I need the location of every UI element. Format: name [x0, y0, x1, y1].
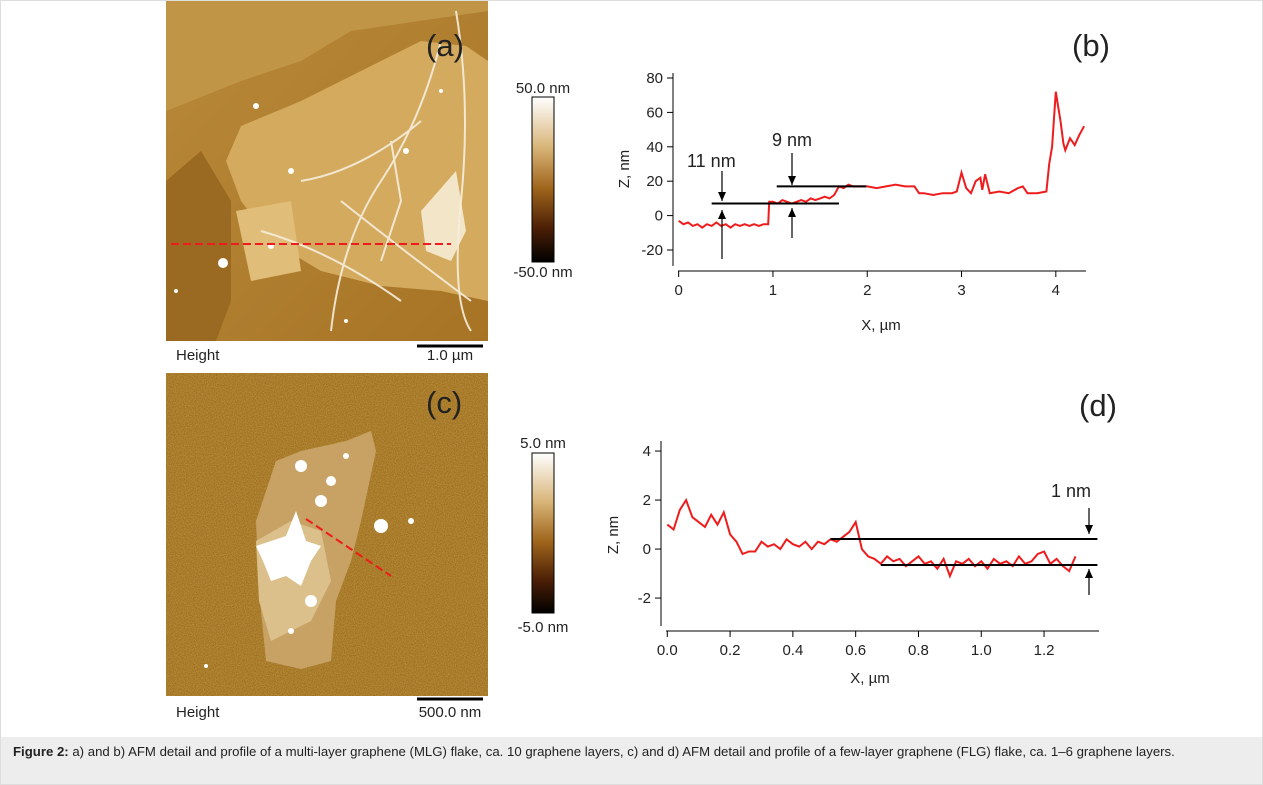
- channel-label: Height: [176, 704, 220, 721]
- figure-panels: (a) (c) Height Height 1.0 µm 500.0 nm 50…: [166, 1, 1117, 721]
- scale-bar-label: 1.0 µm: [427, 347, 473, 364]
- afm-image-a: [166, 1, 488, 341]
- caption-text: a) and b) AFM detail and profile of a mu…: [68, 744, 1175, 759]
- y-axis-title: Z, nm: [616, 150, 633, 188]
- colorbar: [531, 96, 555, 263]
- y-axis-title: Z, nm: [605, 516, 622, 554]
- y-tick-label: 40: [646, 139, 663, 156]
- arrow-head: [788, 176, 796, 185]
- x-axis-title: X, µm: [861, 317, 900, 334]
- x-tick-label: 0.4: [782, 642, 803, 659]
- channel-label: Height: [176, 347, 220, 364]
- x-tick-label: 0.2: [720, 642, 741, 659]
- panel-label: (c): [426, 385, 462, 420]
- colorbar-max: 50.0 nm: [516, 80, 570, 97]
- x-axis-title: X, µm: [850, 670, 889, 687]
- x-tick-label: 0: [674, 282, 682, 299]
- y-tick-label: 4: [643, 443, 651, 460]
- arrow-head: [1085, 569, 1093, 578]
- y-tick-label: 60: [646, 104, 663, 121]
- colorbar-min: -5.0 nm: [518, 619, 569, 636]
- x-tick-label: 2: [863, 282, 871, 299]
- colorbar: [531, 452, 555, 614]
- y-tick-label: 0: [655, 208, 663, 225]
- x-tick-label: 0.8: [908, 642, 929, 659]
- x-tick-label: 3: [957, 282, 965, 299]
- arrow-head: [1085, 525, 1093, 534]
- arrow-head: [718, 192, 726, 201]
- colorbar-min: -50.0 nm: [513, 264, 572, 281]
- arrow-head: [788, 208, 796, 217]
- panel-label: (b): [1072, 28, 1110, 63]
- profile-line: [666, 497, 1077, 579]
- x-tick-label: 1: [769, 282, 777, 299]
- panel-label: (a): [426, 28, 464, 63]
- x-tick-label: 4: [1052, 282, 1060, 299]
- y-tick-label: -2: [638, 590, 651, 607]
- y-tick-label: 0: [643, 541, 651, 558]
- afm-image-c: [166, 373, 488, 696]
- y-tick-label: 80: [646, 70, 663, 87]
- scale-bar-label: 500.0 nm: [419, 704, 482, 721]
- annotation: 9 nm: [772, 130, 812, 150]
- annotation: 1 nm: [1051, 481, 1091, 501]
- y-tick-label: -20: [641, 242, 663, 259]
- y-tick-label: 20: [646, 173, 663, 190]
- x-tick-label: 1.0: [971, 642, 992, 659]
- x-tick-label: 0.6: [845, 642, 866, 659]
- panel-label: (d): [1079, 388, 1117, 423]
- caption: Figure 2: a) and b) AFM detail and profi…: [1, 737, 1262, 784]
- arrow-head: [718, 210, 726, 219]
- y-tick-label: 2: [643, 492, 651, 509]
- caption-label: Figure 2:: [13, 744, 69, 759]
- x-tick-label: 1.2: [1034, 642, 1055, 659]
- profile-line: [678, 91, 1085, 229]
- colorbar-max: 5.0 nm: [520, 435, 566, 452]
- annotation: 11 nm: [687, 151, 736, 171]
- x-tick-label: 0.0: [657, 642, 678, 659]
